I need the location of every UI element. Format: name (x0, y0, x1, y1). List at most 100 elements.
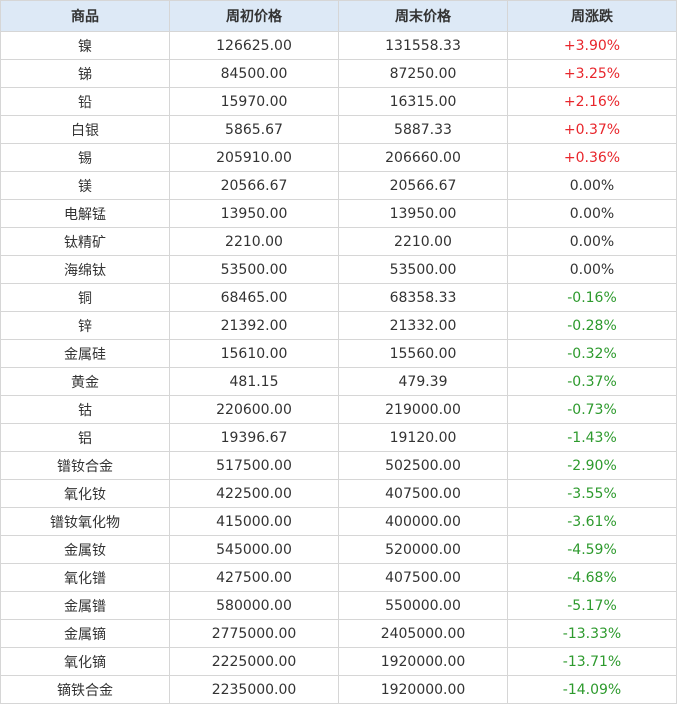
header-row: 商品 周初价格 周末价格 周涨跌 (0, 0, 677, 32)
table-cell: -13.33% (507, 619, 677, 648)
table-cell: 126625.00 (169, 31, 339, 60)
table-row: 钛精矿 2210.00 2210.00 0.00% (0, 227, 677, 256)
table-row: 金属镝 2775000.00 2405000.00 -13.33% (0, 619, 677, 648)
table-cell: -0.73% (507, 395, 677, 424)
table-row: 氧化镨 427500.00 407500.00 -4.68% (0, 563, 677, 592)
table-cell: -4.59% (507, 535, 677, 564)
table-row: 镝铁合金 2235000.00 1920000.00 -14.09% (0, 675, 677, 704)
table-cell: 422500.00 (169, 479, 339, 508)
table-cell: -3.61% (507, 507, 677, 536)
table-cell: 钴 (0, 395, 170, 424)
table-cell: 1920000.00 (338, 647, 508, 676)
table-row: 金属硅 15610.00 15560.00 -0.32% (0, 339, 677, 368)
table-row: 镍 126625.00 131558.33 +3.90% (0, 31, 677, 60)
table-cell: +3.90% (507, 31, 677, 60)
table-cell: 镨钕氧化物 (0, 507, 170, 536)
table-cell: -3.55% (507, 479, 677, 508)
table-cell: 金属钕 (0, 535, 170, 564)
table-cell: 68465.00 (169, 283, 339, 312)
table-body: 镍 126625.00 131558.33 +3.90% 锑 84500.00 87250.… (0, 31, 677, 704)
table-cell: -1.43% (507, 423, 677, 452)
table-cell: 锡 (0, 143, 170, 172)
table-row: 镨钕合金 517500.00 502500.00 -2.90% (0, 451, 677, 480)
table-cell: 1920000.00 (338, 675, 508, 704)
header-cell: 商品 (0, 0, 170, 32)
table-cell: 铜 (0, 283, 170, 312)
table-cell: 海绵钛 (0, 255, 170, 284)
table-cell: -13.71% (507, 647, 677, 676)
table-cell: 53500.00 (169, 255, 339, 284)
table-cell: 镨钕合金 (0, 451, 170, 480)
table-cell: 钛精矿 (0, 227, 170, 256)
table-cell: -14.09% (507, 675, 677, 704)
table-cell: 13950.00 (169, 199, 339, 228)
table-cell: +0.37% (507, 115, 677, 144)
table-cell: 19396.67 (169, 423, 339, 452)
table-cell: 206660.00 (338, 143, 508, 172)
table-cell: 16315.00 (338, 87, 508, 116)
table-cell: 479.39 (338, 367, 508, 396)
table-cell: -0.28% (507, 311, 677, 340)
table-cell: 铝 (0, 423, 170, 452)
table-cell: 20566.67 (338, 171, 508, 200)
table-cell: 镍 (0, 31, 170, 60)
table-cell: 53500.00 (338, 255, 508, 284)
table-row: 锌 21392.00 21332.00 -0.28% (0, 311, 677, 340)
table-cell: 氧化镝 (0, 647, 170, 676)
table-cell: 金属镨 (0, 591, 170, 620)
table-cell: 2775000.00 (169, 619, 339, 648)
table-cell: 白银 (0, 115, 170, 144)
table-cell: 205910.00 (169, 143, 339, 172)
table-cell: 锌 (0, 311, 170, 340)
table-cell: 0.00% (507, 255, 677, 284)
table-cell: 镁 (0, 171, 170, 200)
table-cell: 2225000.00 (169, 647, 339, 676)
table-cell: 84500.00 (169, 59, 339, 88)
table-cell: 电解锰 (0, 199, 170, 228)
table-row: 金属镨 580000.00 550000.00 -5.17% (0, 591, 677, 620)
table-cell: 0.00% (507, 171, 677, 200)
table-cell: 5865.67 (169, 115, 339, 144)
table-row: 铜 68465.00 68358.33 -0.16% (0, 283, 677, 312)
table-cell: +2.16% (507, 87, 677, 116)
table-row: 镨钕氧化物 415000.00 400000.00 -3.61% (0, 507, 677, 536)
table-row: 铅 15970.00 16315.00 +2.16% (0, 87, 677, 116)
header-cell: 周初价格 (169, 0, 339, 32)
table-cell: +3.25% (507, 59, 677, 88)
table-cell: -2.90% (507, 451, 677, 480)
table-cell: 407500.00 (338, 563, 508, 592)
table-cell: 520000.00 (338, 535, 508, 564)
table-cell: 黄金 (0, 367, 170, 396)
table-row: 电解锰 13950.00 13950.00 0.00% (0, 199, 677, 228)
table-cell: 2405000.00 (338, 619, 508, 648)
header-cell: 周涨跌 (507, 0, 677, 32)
table-cell: 21392.00 (169, 311, 339, 340)
table-cell: 19120.00 (338, 423, 508, 452)
table-cell: -0.32% (507, 339, 677, 368)
table-cell: 21332.00 (338, 311, 508, 340)
table-cell: 5887.33 (338, 115, 508, 144)
table-cell: 2210.00 (169, 227, 339, 256)
table-cell: 铅 (0, 87, 170, 116)
table-cell: 131558.33 (338, 31, 508, 60)
table-cell: 517500.00 (169, 451, 339, 480)
table-cell: 2235000.00 (169, 675, 339, 704)
table-cell: 220600.00 (169, 395, 339, 424)
table-cell: 68358.33 (338, 283, 508, 312)
table-cell: 481.15 (169, 367, 339, 396)
table-cell: +0.36% (507, 143, 677, 172)
table-cell: 20566.67 (169, 171, 339, 200)
table-cell: 407500.00 (338, 479, 508, 508)
table-cell: -0.16% (507, 283, 677, 312)
table-row: 氧化钕 422500.00 407500.00 -3.55% (0, 479, 677, 508)
table-cell: 氧化镨 (0, 563, 170, 592)
table-row: 金属钕 545000.00 520000.00 -4.59% (0, 535, 677, 564)
table-cell: -0.37% (507, 367, 677, 396)
table-cell: -4.68% (507, 563, 677, 592)
table-cell: 545000.00 (169, 535, 339, 564)
table-cell: 87250.00 (338, 59, 508, 88)
table-cell: 580000.00 (169, 591, 339, 620)
table-cell: 0.00% (507, 227, 677, 256)
table-cell: 金属硅 (0, 339, 170, 368)
